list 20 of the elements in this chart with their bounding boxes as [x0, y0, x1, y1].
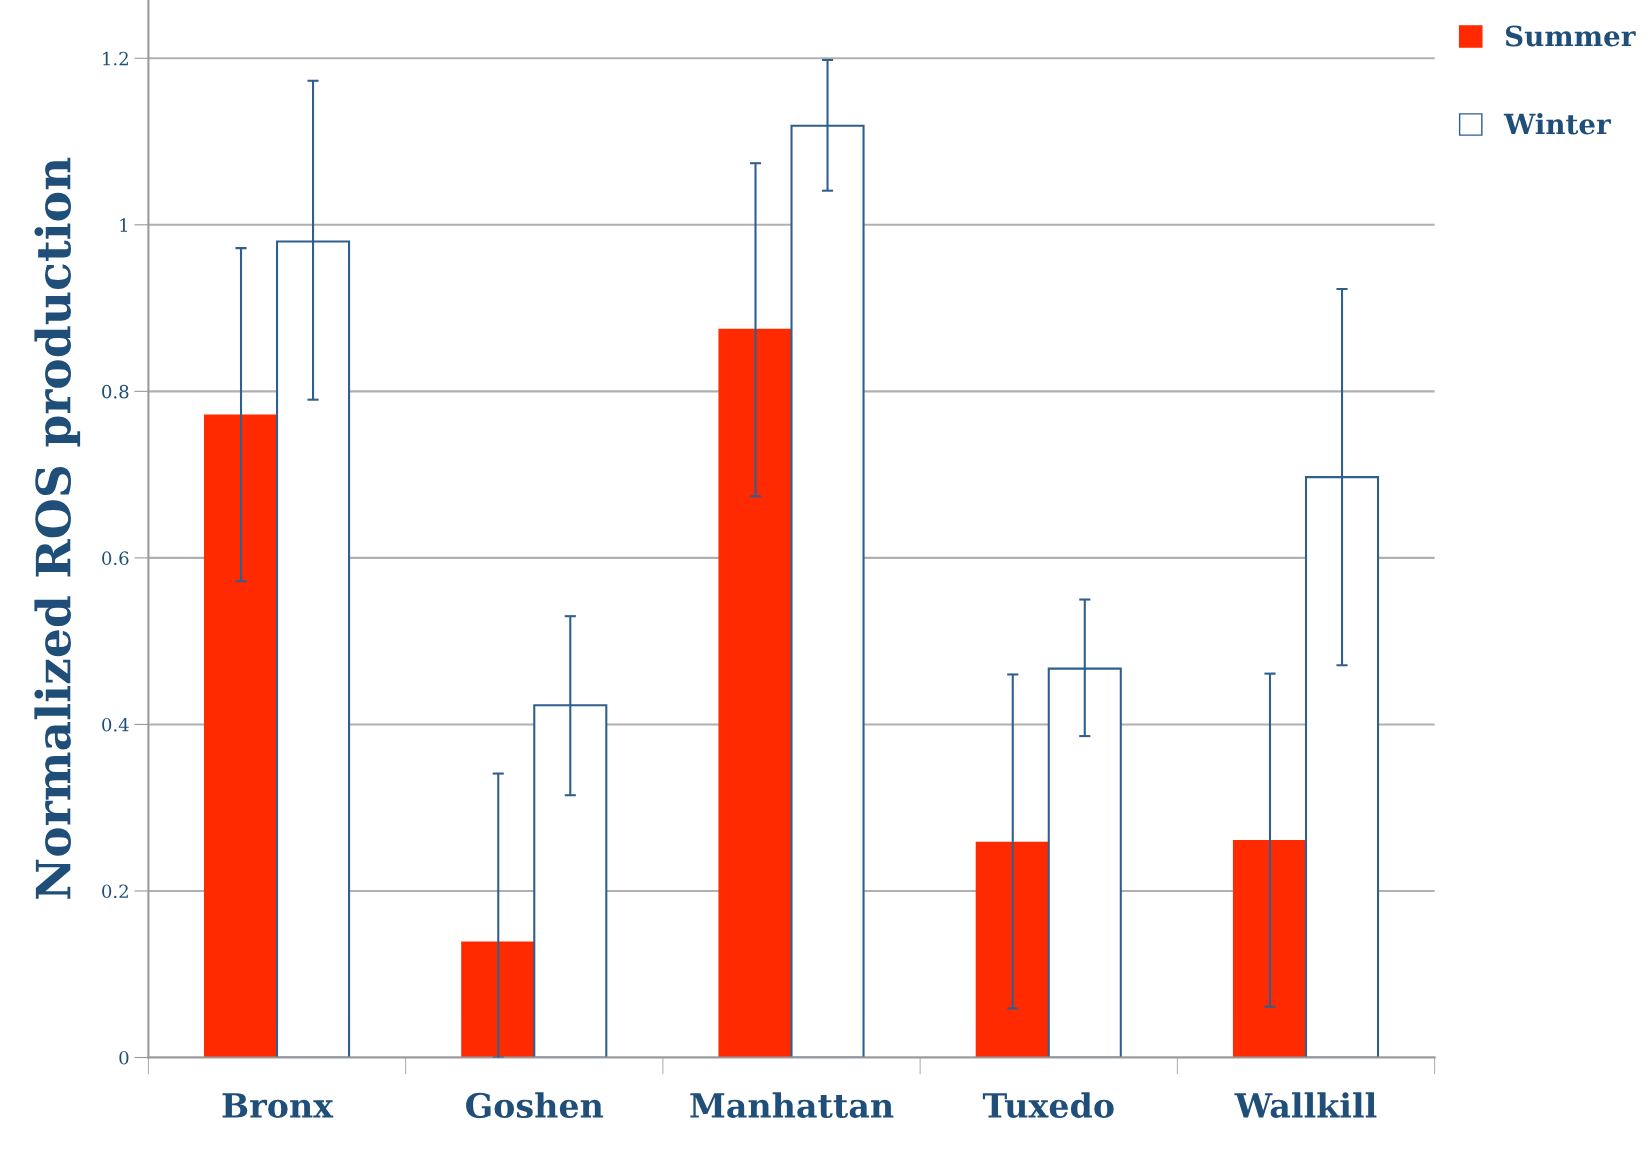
x-tick-label: Wallkill: [1234, 1092, 1377, 1119]
legend-label: Winter: [1503, 112, 1611, 135]
y-tick-label: 1.2: [103, 51, 128, 66]
x-tick-label: Bronx: [222, 1093, 334, 1119]
y-tick-label: 0: [119, 1050, 129, 1065]
y-tick-label: 0.2: [102, 884, 128, 899]
bar: [718, 328, 793, 1058]
legend-label: Summer: [1505, 25, 1636, 47]
y-tick-label: 0.8: [102, 384, 129, 399]
x-tick-label: Tuxedo: [982, 1092, 1114, 1119]
y-tick-label: 1: [120, 218, 128, 232]
y-tick-label: 0.4: [102, 717, 129, 732]
bar: [975, 841, 1050, 1058]
x-tick-label: Goshen: [466, 1092, 604, 1119]
y-axis-title: Normalized ROS production: [34, 157, 81, 899]
x-tick-label: Manhattan: [690, 1092, 894, 1119]
y-tick-label: 0.6: [102, 551, 129, 566]
bar: [461, 941, 536, 1058]
bar: [203, 414, 279, 1058]
bar: [1232, 839, 1308, 1058]
